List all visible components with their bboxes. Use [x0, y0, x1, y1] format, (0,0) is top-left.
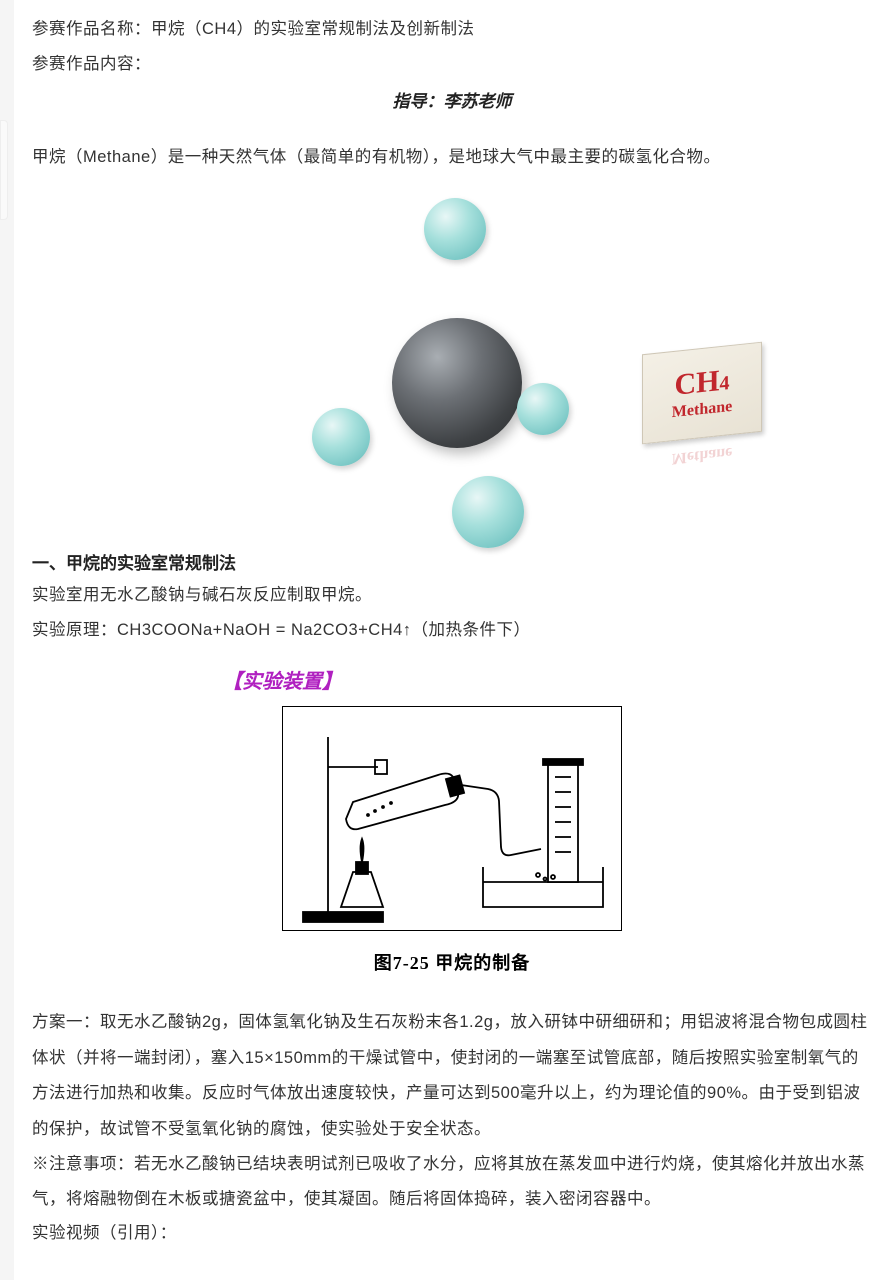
formula-plate: CH4 Methane: [642, 342, 762, 445]
video-label: 实验视频（引用）：: [32, 1216, 872, 1251]
hydrogen-atom-icon: [452, 476, 524, 548]
apparatus-figure: 图7-25 甲烷的制备: [32, 706, 872, 975]
document-page: 参赛作品名称：甲烷（CH4）的实验室常规制法及创新制法 参赛作品内容： 指导：李…: [14, 0, 890, 1280]
advisor-line: 指导：李苏老师: [32, 87, 872, 112]
notice-paragraph: ※注意事项：若无水乙酸钠已结块表明试剂已吸收了水分，应将其放在蒸发皿中进行灼烧，…: [32, 1147, 872, 1216]
section-1-heading: 一、甲烷的实验室常规制法: [32, 549, 872, 574]
carbon-atom-icon: [392, 318, 522, 448]
title-value: 甲烷（CH4）的实验室常规制法及创新制法: [151, 20, 475, 38]
apparatus-caption: 图7-25 甲烷的制备: [374, 949, 531, 975]
section-1-line-2: 实验原理：CH3COONa+NaOH = Na2CO3+CH4↑（加热条件下）: [32, 613, 872, 648]
formula-reflection: Methane: [642, 440, 762, 471]
formula-name: Methane: [672, 399, 732, 421]
molecule-3d: CH4 Methane Methane: [302, 198, 602, 528]
left-edge-tab: [0, 120, 8, 220]
apparatus-svg-icon: [283, 707, 623, 932]
title-label: 参赛作品名称：: [32, 20, 151, 38]
title-line: 参赛作品名称：甲烷（CH4）的实验室常规制法及创新制法: [32, 12, 872, 47]
hydrogen-atom-icon: [517, 383, 569, 435]
hydrogen-atom-icon: [424, 198, 486, 260]
methane-molecule-figure: CH4 Methane Methane: [32, 193, 872, 533]
apparatus-diagram: [282, 706, 622, 931]
plan-1-paragraph: 方案一：取无水乙酸钠2g，固体氢氧化钠及生石灰粉末各1.2g，放入研钵中研细研和…: [32, 1005, 872, 1147]
apparatus-heading-text: 【实验装置】: [222, 671, 342, 693]
formula-main: CH: [675, 364, 720, 402]
intro-paragraph: 甲烷（Methane）是一种天然气体（最简单的有机物），是地球大气中最主要的碳氢…: [32, 140, 872, 175]
formula-sub: 4: [720, 372, 730, 395]
section-1-line-1: 实验室用无水乙酸钠与碱石灰反应制取甲烷。: [32, 578, 872, 613]
hydrogen-atom-icon: [312, 408, 370, 466]
apparatus-heading: 【实验装置】: [222, 665, 872, 694]
content-label: 参赛作品内容：: [32, 47, 872, 82]
formula-text: CH4: [675, 365, 730, 401]
